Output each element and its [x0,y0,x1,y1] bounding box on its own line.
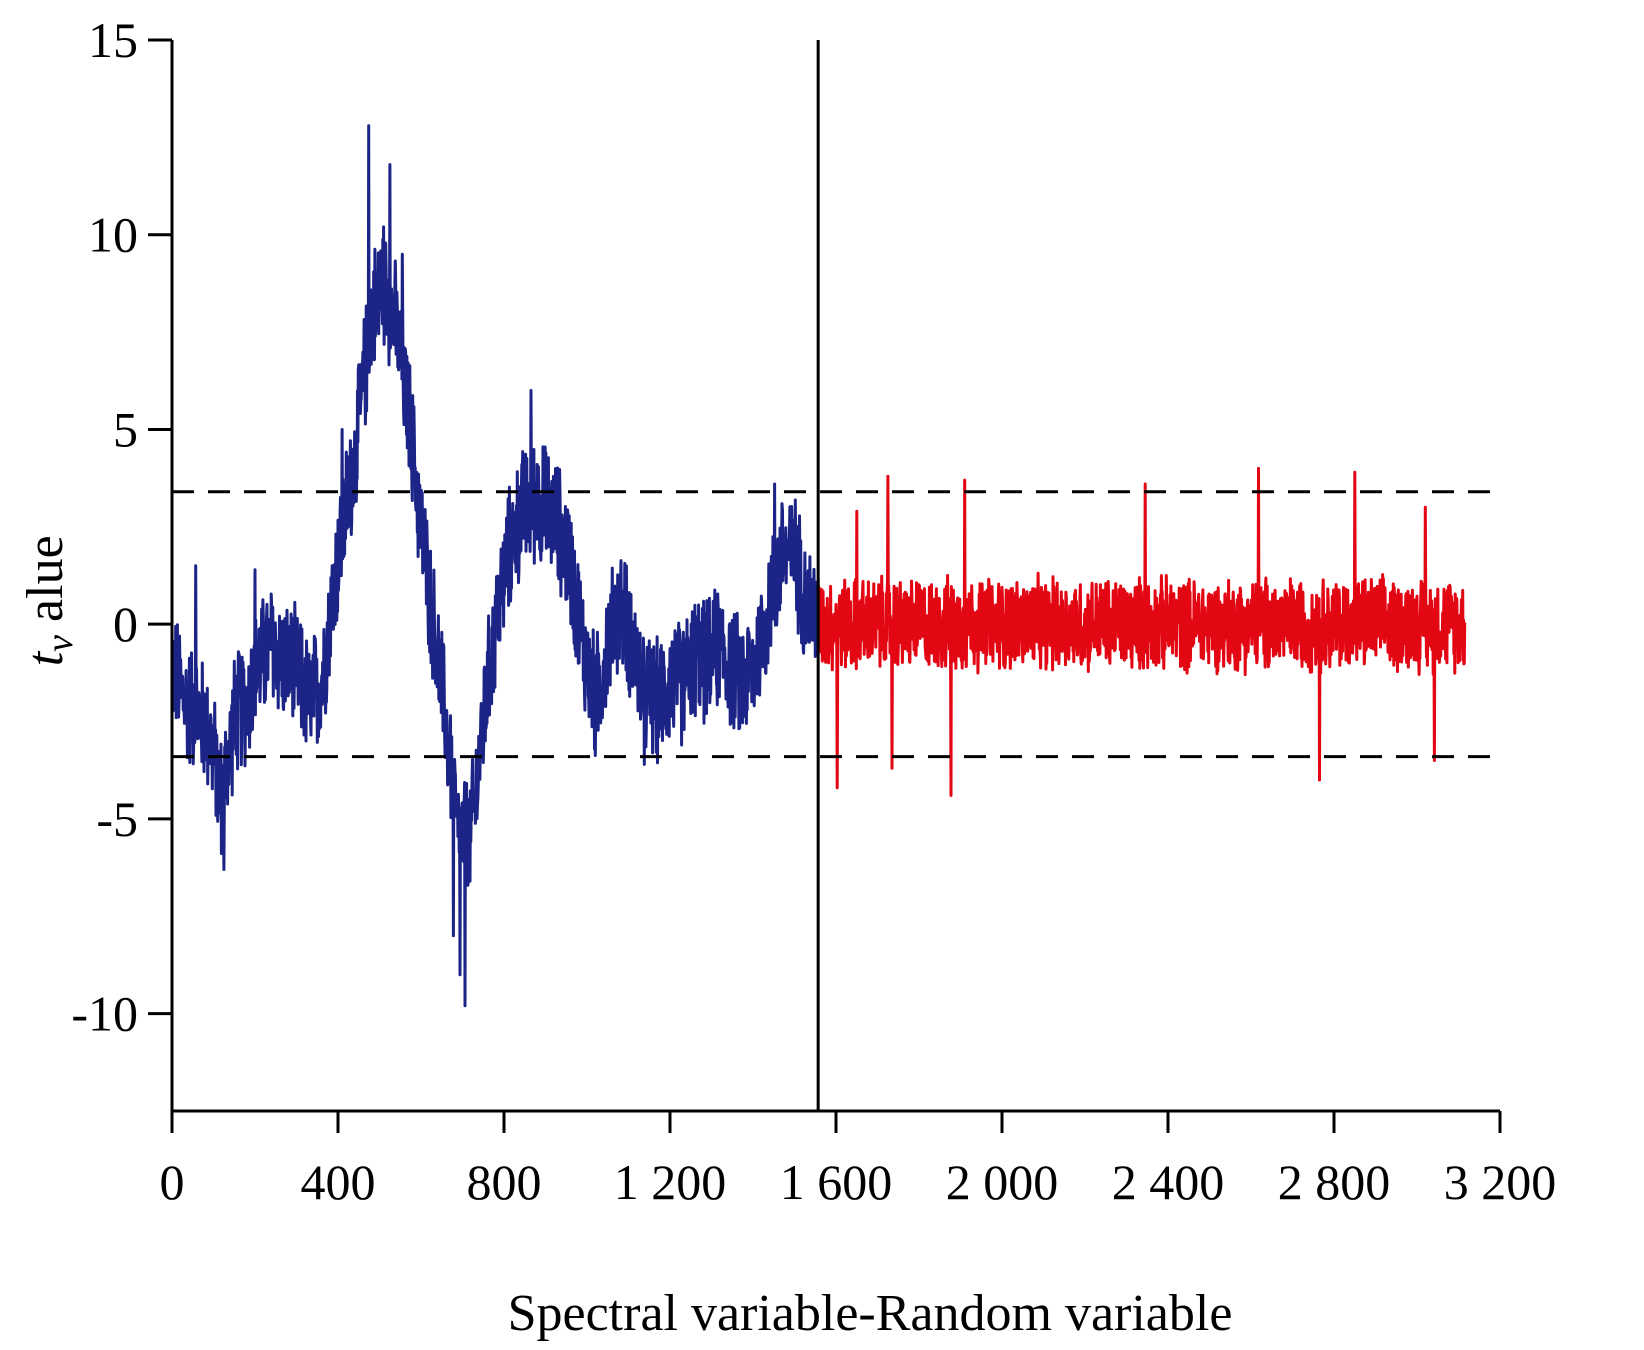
x-axis-title: Spectral variable-Random variable [508,1285,1233,1342]
spectral-variable-series [170,124,820,1008]
x-tick-label: 0 [160,1154,185,1210]
y-axis-title: tv alue [17,535,81,666]
y-axis-title-subscript: v [39,635,81,652]
y-axis-title-rest: alue [17,535,74,635]
y-axis: -10 -5 0 5 10 15 [71,12,174,1111]
x-tick-label: 2 400 [1112,1154,1225,1210]
y-tick-label: 15 [88,12,138,68]
x-tick-label: 3 200 [1444,1154,1557,1210]
y-tick-label: -5 [96,791,138,847]
x-tick-label: 1 600 [780,1154,893,1210]
x-tick-label: 800 [467,1154,542,1210]
series-layer [170,124,1467,1008]
x-tick-label: 1 200 [614,1154,727,1210]
y-tick-label: 5 [113,401,138,457]
x-tick-label: 400 [301,1154,376,1210]
y-tick-label: 0 [113,596,138,652]
plot-area [170,40,1500,1111]
y-axis-title-symbol: t [17,650,74,666]
y-tick-label: 10 [88,207,138,263]
x-tick-label: 2 800 [1278,1154,1391,1210]
random-variable-series [816,466,1467,797]
x-axis: 0 400 800 1 200 1 600 2 000 2 400 2 800 3 200 [160,1109,1557,1210]
x-tick-label: 2 000 [946,1154,1059,1210]
y-tick-label: -10 [71,986,138,1042]
